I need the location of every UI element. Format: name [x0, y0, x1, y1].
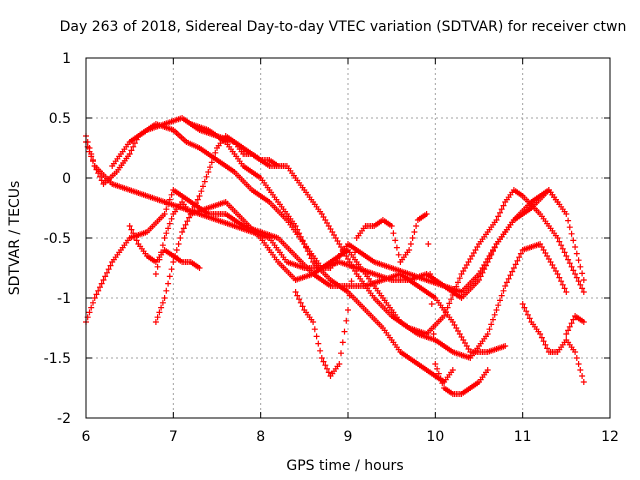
x-tick-label: 9 [344, 429, 353, 445]
x-tick-label: 12 [601, 429, 619, 445]
series-arc-5 [152, 199, 570, 361]
data-points [83, 115, 587, 397]
y-axis-label: SDTVAR / TECUs [7, 181, 23, 296]
series-markers-arc-8 [152, 133, 282, 325]
y-tick-label: 0.5 [49, 111, 71, 127]
x-tick-label: 8 [256, 429, 265, 445]
x-tick-label: 6 [82, 429, 91, 445]
y-tick-label: -1.5 [44, 351, 71, 367]
series-arc-9 [126, 223, 203, 271]
series-arc-11 [563, 313, 587, 337]
grid-lines [86, 58, 610, 418]
x-axis-label: GPS time / hours [286, 458, 403, 474]
series-arc-6 [187, 121, 456, 385]
series-markers-arc-5 [152, 199, 570, 361]
x-tick-label: 10 [426, 429, 444, 445]
axis-ticks: 6 7 8 9 10 11 12 -2 -1.5 -1 -0.5 0 0.5 1 [44, 51, 619, 445]
series-markers-arc-11 [563, 313, 587, 337]
x-tick-label: 7 [169, 429, 178, 445]
series-markers-arc-6 [187, 121, 456, 385]
y-tick-label: 0 [62, 171, 71, 187]
y-tick-label: -0.5 [44, 231, 71, 247]
series-arc-8 [152, 133, 282, 325]
chart-title: Day 263 of 2018, Sidereal Day-to-day VTE… [60, 19, 627, 35]
y-tick-label: 1 [62, 51, 71, 67]
series-markers-arc-10 [519, 301, 587, 385]
x-tick-label: 11 [514, 429, 532, 445]
y-tick-label: -1 [57, 291, 71, 307]
series-markers-arc-1 [83, 187, 509, 355]
series-arc-7 [292, 211, 491, 397]
series-arc-1 [83, 187, 509, 355]
series-arc-10 [519, 301, 587, 385]
series-markers-arc-7 [292, 211, 491, 397]
series-markers-arc-9 [126, 223, 203, 271]
y-tick-label: -2 [57, 411, 71, 427]
